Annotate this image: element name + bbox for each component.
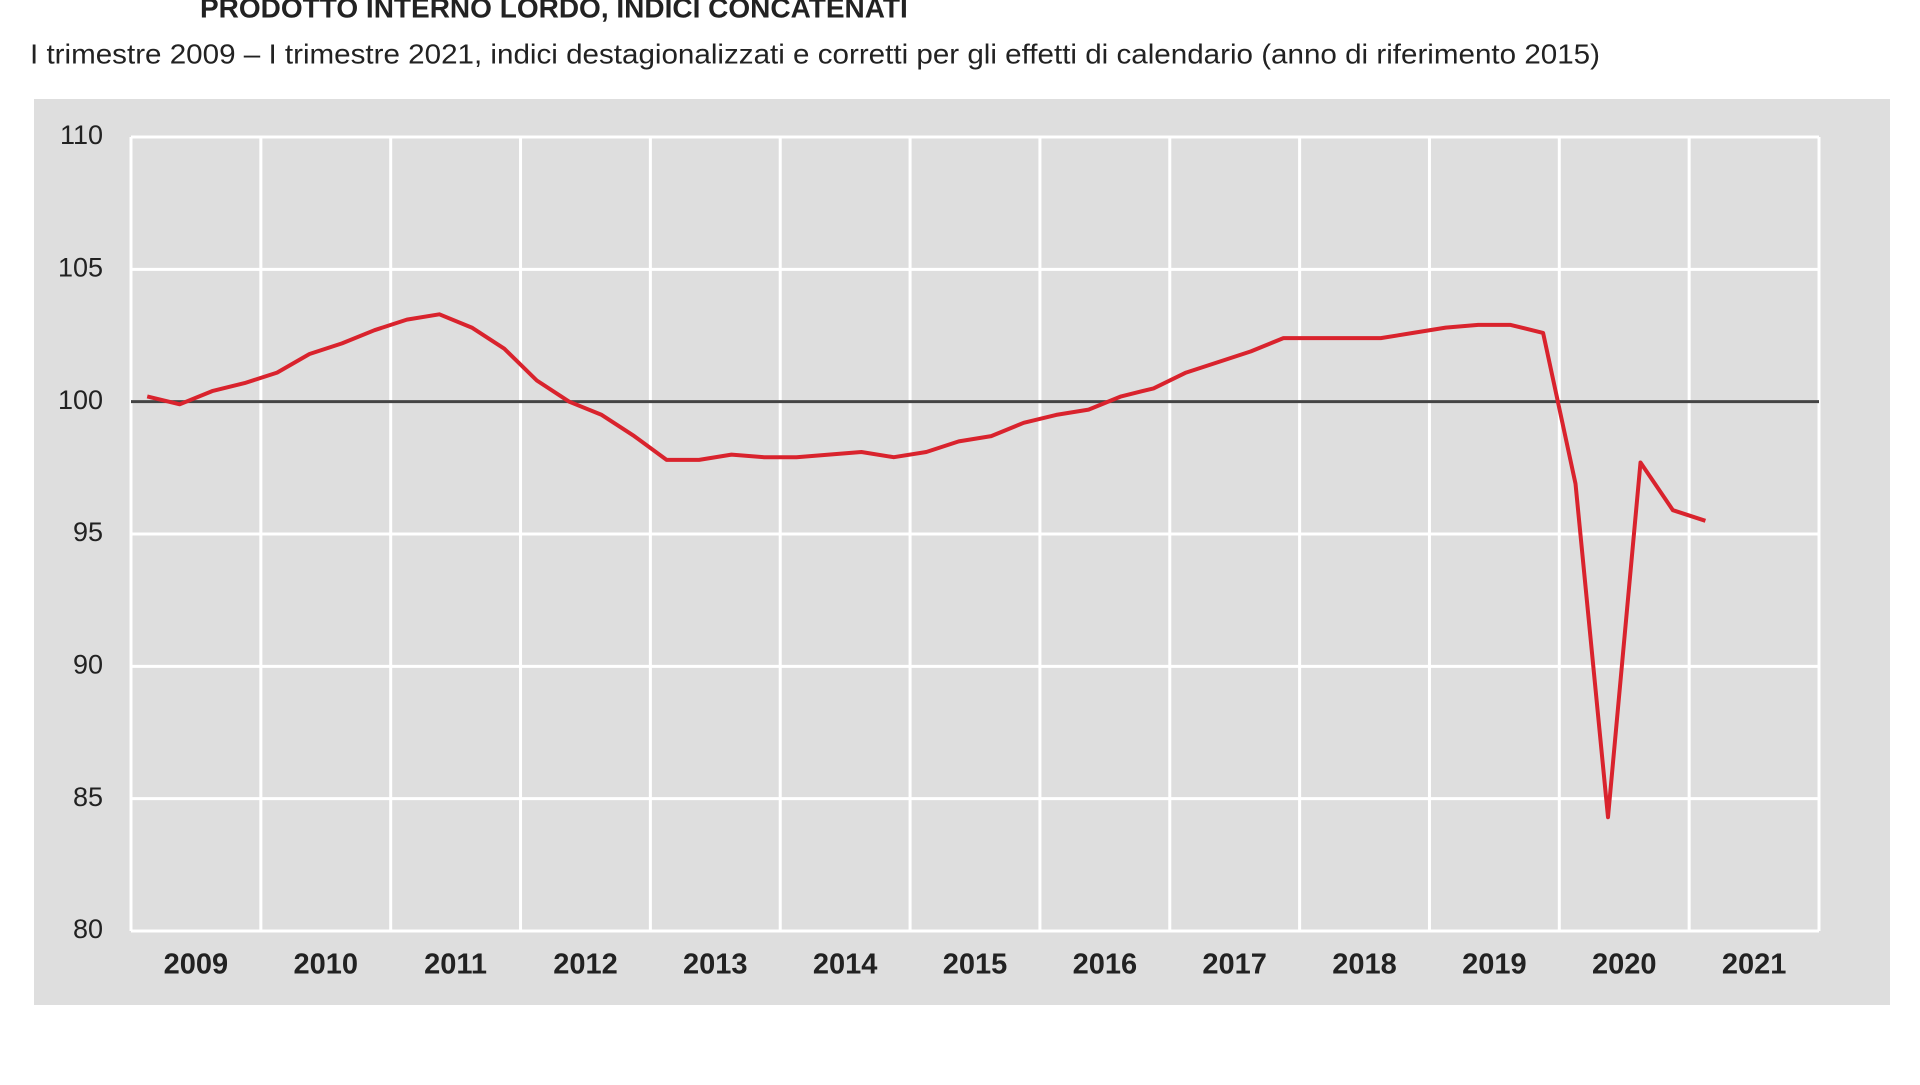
x-tick-label: 2018 bbox=[1332, 949, 1397, 981]
x-tick-label: 2013 bbox=[683, 949, 748, 981]
x-tick-label: 2021 bbox=[1722, 949, 1787, 981]
x-tick-label: 2009 bbox=[164, 949, 229, 981]
data-line bbox=[146, 312, 1707, 820]
x-tick-label: 2011 bbox=[424, 949, 487, 981]
x-tick-label: 2010 bbox=[294, 949, 359, 981]
y-tick-label: 85 bbox=[73, 782, 103, 812]
y-tick-label: 95 bbox=[73, 517, 103, 547]
plot-panel bbox=[34, 99, 1890, 1005]
chart-title: PRODOTTO INTERNO LORDO, INDICI CONCATENA… bbox=[200, 0, 908, 23]
x-tick-label: 2014 bbox=[813, 949, 878, 981]
chart-subtitle: I trimestre 2009 – I trimestre 2021, ind… bbox=[30, 38, 1600, 69]
x-tick-label: 2015 bbox=[943, 949, 1008, 981]
y-tick-label: 105 bbox=[58, 252, 103, 282]
x-tick-label: 2012 bbox=[553, 949, 618, 981]
y-tick-label: 80 bbox=[73, 914, 103, 944]
y-tick-label: 90 bbox=[73, 649, 103, 679]
x-tick-label: 2016 bbox=[1073, 949, 1138, 981]
x-tick-label: 2017 bbox=[1202, 949, 1267, 981]
x-tick-label: 2020 bbox=[1592, 949, 1657, 981]
x-tick-label: 2019 bbox=[1462, 949, 1527, 981]
y-tick-label: 100 bbox=[58, 385, 103, 415]
y-tick-label: 110 bbox=[60, 120, 103, 150]
